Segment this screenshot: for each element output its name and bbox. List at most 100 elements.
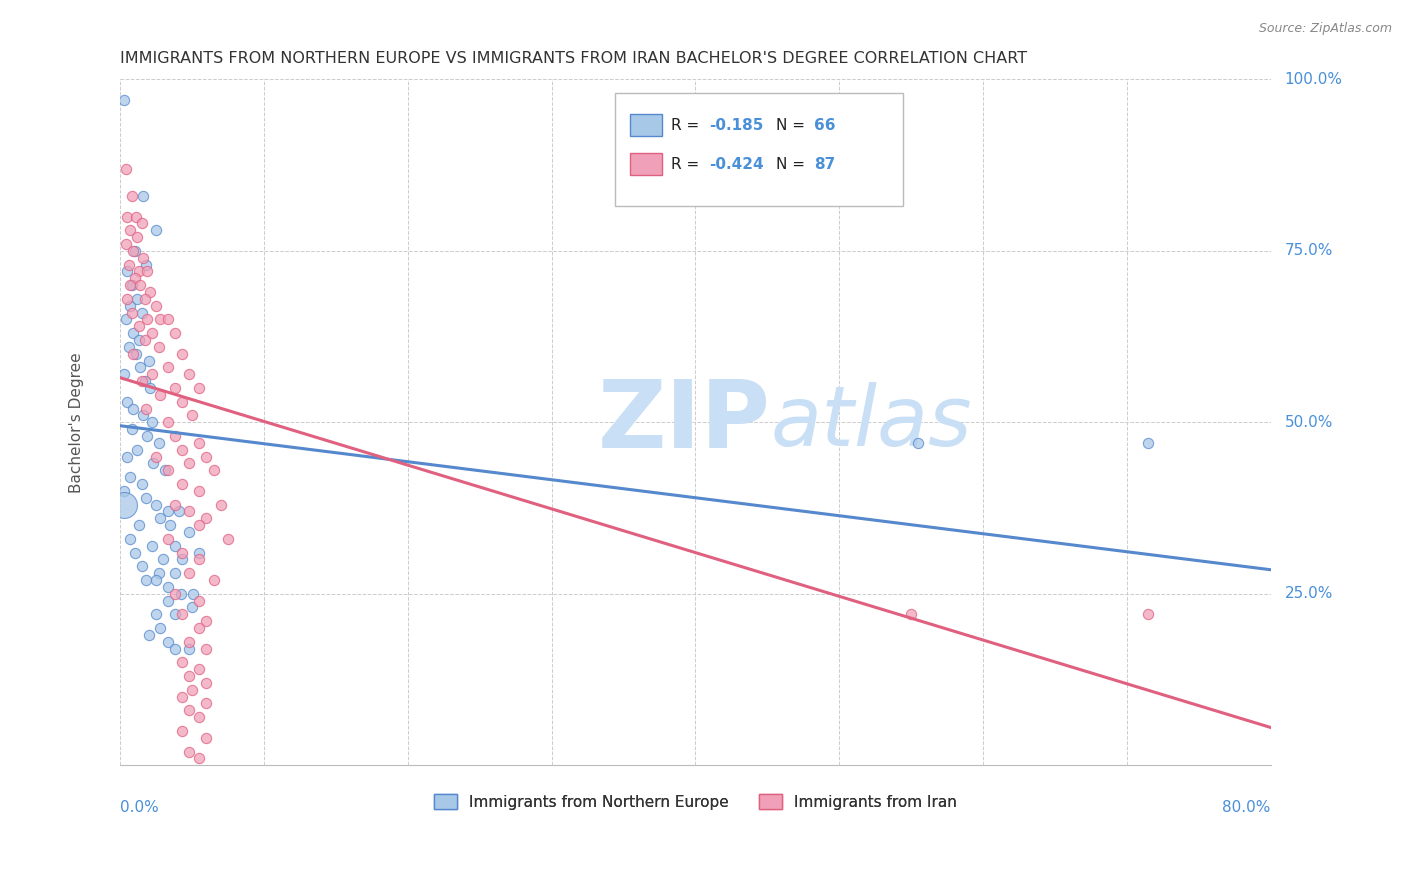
Point bbox=[163, 429, 186, 443]
Point bbox=[179, 504, 201, 518]
Point bbox=[145, 498, 167, 512]
Text: 80.0%: 80.0% bbox=[1222, 799, 1271, 814]
Point bbox=[121, 305, 143, 319]
Point bbox=[169, 587, 191, 601]
Point bbox=[149, 388, 172, 402]
Point bbox=[170, 552, 193, 566]
Point bbox=[148, 435, 170, 450]
Point bbox=[188, 381, 211, 395]
Point bbox=[136, 264, 159, 278]
Point bbox=[115, 161, 138, 176]
Point bbox=[127, 230, 149, 244]
Point bbox=[134, 374, 156, 388]
Text: R =: R = bbox=[671, 118, 704, 133]
Text: ZIP: ZIP bbox=[598, 376, 770, 468]
Point bbox=[131, 559, 153, 574]
Point bbox=[167, 504, 190, 518]
Point bbox=[188, 546, 211, 560]
Point bbox=[128, 333, 150, 347]
Point bbox=[122, 244, 145, 258]
Point bbox=[117, 394, 139, 409]
Point bbox=[170, 723, 193, 738]
Point bbox=[149, 312, 172, 326]
Point bbox=[139, 285, 162, 299]
Point bbox=[132, 251, 155, 265]
Point bbox=[141, 539, 163, 553]
Point bbox=[129, 278, 152, 293]
Point bbox=[188, 710, 211, 724]
Point bbox=[179, 744, 201, 758]
Point bbox=[156, 415, 179, 429]
Text: 25.0%: 25.0% bbox=[1285, 586, 1333, 601]
Point bbox=[117, 450, 139, 464]
Point bbox=[125, 210, 148, 224]
Point bbox=[148, 340, 170, 354]
Point bbox=[127, 442, 149, 457]
Point bbox=[181, 600, 204, 615]
Text: Source: ZipAtlas.com: Source: ZipAtlas.com bbox=[1258, 22, 1392, 36]
Point bbox=[122, 347, 145, 361]
Point bbox=[139, 381, 162, 395]
Point bbox=[132, 409, 155, 423]
Point bbox=[124, 546, 146, 560]
Point bbox=[170, 394, 193, 409]
Point bbox=[170, 442, 193, 457]
Point bbox=[156, 593, 179, 607]
Point bbox=[117, 210, 139, 224]
Point bbox=[145, 223, 167, 237]
Point bbox=[121, 189, 143, 203]
Point bbox=[128, 264, 150, 278]
Point bbox=[132, 189, 155, 203]
Text: atlas: atlas bbox=[770, 382, 972, 463]
Point bbox=[129, 360, 152, 375]
Point bbox=[141, 415, 163, 429]
Point bbox=[202, 573, 225, 587]
Point bbox=[127, 292, 149, 306]
FancyBboxPatch shape bbox=[630, 114, 662, 136]
Point bbox=[195, 614, 218, 628]
Point bbox=[145, 299, 167, 313]
Point bbox=[135, 491, 157, 505]
Point bbox=[135, 573, 157, 587]
Point bbox=[156, 312, 179, 326]
Text: -0.424: -0.424 bbox=[709, 157, 763, 172]
Point bbox=[120, 278, 142, 293]
Point bbox=[170, 607, 193, 622]
Point bbox=[1137, 435, 1160, 450]
Text: 100.0%: 100.0% bbox=[1285, 72, 1343, 87]
Point bbox=[159, 518, 181, 533]
Point bbox=[117, 264, 139, 278]
Point bbox=[179, 641, 201, 656]
Text: 0.0%: 0.0% bbox=[120, 799, 159, 814]
Point bbox=[170, 690, 193, 704]
Text: 87: 87 bbox=[814, 157, 835, 172]
Point bbox=[118, 258, 141, 272]
Point bbox=[131, 374, 153, 388]
Point bbox=[131, 477, 153, 491]
Point bbox=[156, 634, 179, 648]
Point bbox=[115, 312, 138, 326]
Point bbox=[131, 305, 153, 319]
Point bbox=[179, 566, 201, 581]
Point bbox=[188, 662, 211, 676]
Point bbox=[156, 532, 179, 546]
Point bbox=[209, 498, 232, 512]
Point bbox=[188, 552, 211, 566]
Point bbox=[122, 401, 145, 416]
Point bbox=[163, 587, 186, 601]
Text: IMMIGRANTS FROM NORTHERN EUROPE VS IMMIGRANTS FROM IRAN BACHELOR'S DEGREE CORREL: IMMIGRANTS FROM NORTHERN EUROPE VS IMMIG… bbox=[120, 51, 1028, 66]
Point bbox=[163, 607, 186, 622]
Text: Bachelor's Degree: Bachelor's Degree bbox=[69, 352, 84, 492]
Point bbox=[156, 463, 179, 477]
Point bbox=[115, 236, 138, 251]
FancyBboxPatch shape bbox=[614, 93, 903, 206]
FancyBboxPatch shape bbox=[630, 153, 662, 176]
Point bbox=[141, 326, 163, 340]
Point bbox=[136, 429, 159, 443]
Point bbox=[179, 634, 201, 648]
Point bbox=[202, 463, 225, 477]
Point bbox=[141, 368, 163, 382]
Point bbox=[125, 347, 148, 361]
Point bbox=[188, 593, 211, 607]
Point bbox=[149, 621, 172, 635]
